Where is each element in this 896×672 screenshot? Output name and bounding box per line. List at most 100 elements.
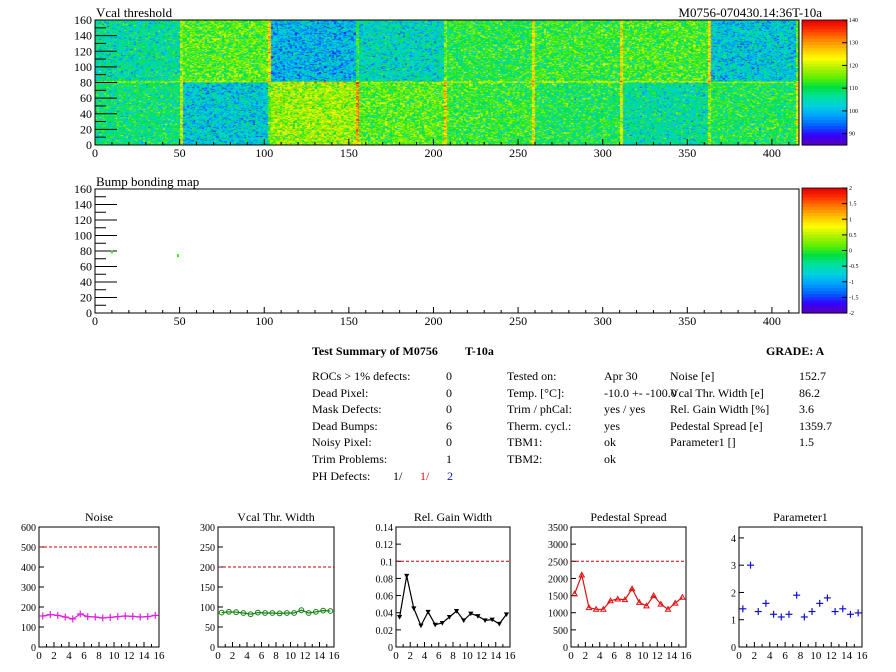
bump-map-y-tick-label: 120 [74,213,92,227]
plot-pedestal-spread-x-tick-label: 2 [583,650,589,662]
summary-test: T-10a [465,344,494,358]
plot-parameter1-frame [738,526,863,648]
plot-parameter1-x-tick-label: 0 [736,650,742,662]
plot-parameter1-x-tick-label: 4 [767,650,773,662]
plot-rel-gain-width-point [503,612,510,618]
vcal-map-x-tick-label: 100 [255,146,273,160]
bump-map-colorbar-cell [802,269,847,273]
plot-rel-gain-width-point [404,573,410,579]
plot-vcal-thr-width-x-tick-label: 6 [259,650,265,662]
vcal-map-colorbar-cell [802,135,847,140]
vcal-map-y-tick-label: 100 [74,60,92,74]
plot-rel-gain-width-point [468,611,474,617]
condition-value: yes [604,418,620,433]
vcal-map-colorbar-cell [802,45,847,49]
vcal-map-colorbar-label: 140 [849,18,858,24]
vcal-map-frame [94,19,800,146]
plot-vcal-thr-width-point [327,608,334,614]
grade: GRADE: A [766,344,825,358]
ph-defects-label: PH Defects: [312,469,371,483]
vcal-map-colorbar-cell [802,73,847,77]
ph-defects-value-1: 1/ [393,469,403,483]
condition-value: yes / yes [604,402,646,417]
ph-defects-value-2: 1/ [420,469,430,483]
vcal-map-colorbar-label: 130 [849,41,858,47]
vcal-map-colorbar-cell [802,51,847,55]
bump-map-colorbar-cell [802,259,847,264]
plot-rel-gain-width-point [439,621,445,626]
plot-rel-gain-width-y-tick-label: 0.1 [381,557,394,568]
bump-map-colorbar-cell [802,203,847,208]
plot-parameter1-x-tick-label: 8 [798,650,804,662]
bump-map-colorbar-label: -0.5 [849,264,859,270]
bump-map-colorbar-cell [802,197,847,202]
vcal-map-colorbar-cell [802,116,847,121]
vcal-map-x-tick-label: 300 [594,146,612,160]
plot-rel-gain-width-point [489,617,495,623]
plot-pedestal-spread-point [614,595,622,602]
bump-map-x-tick-label: 150 [340,314,358,328]
plot-parameter1-y-tick-label: 1 [731,616,736,627]
defect-value: 0 [446,435,452,450]
bump-map-frame [94,188,800,314]
vcal-map-colorbar-cell [802,91,847,96]
vcal-map-colorbar-cell [802,85,847,90]
plot-rel-gain-width-point [475,614,481,619]
plot-vcal-thr-width-point [233,609,240,616]
vcal-map-colorbar-cell [802,138,847,143]
plot-noise-y-tick-label: 400 [21,563,36,574]
vcal-map-colorbar-cell [802,54,847,59]
vcal-map-y-tick-label: 0 [86,138,92,152]
plot-rel-gain-width-point [432,622,438,628]
bump-map-colorbar-cell [802,284,847,289]
vcal-map-colorbar-cell [802,38,847,43]
bump-map-y-tick-label: 160 [74,182,92,196]
condition-value: ok [604,435,616,450]
bump-map-colorbar-label: 0.5 [849,233,857,239]
plot-pedestal-spread-y-tick-label: 0 [563,643,568,654]
result-label: Parameter1 [] [670,435,736,450]
ph-defects-value-3: 2 [447,469,453,483]
condition-label: TBM1: [507,435,543,450]
plot-noise-x-tick-label: 10 [109,650,121,662]
vcal-map-colorbar-cell [802,48,847,52]
bump-map-colorbar-cell [802,281,847,286]
plot-parameter1-x-tick-label: 16 [857,650,869,662]
bump-map-colorbar-cell [802,213,847,217]
bump-map-colorbar-cell [802,194,847,198]
plot-noise-x-tick-label: 14 [139,650,151,662]
result-value: 152.7 [799,369,826,383]
vcal-map-colorbar-cell [802,76,847,80]
bump-map-colorbar-cell [802,303,847,308]
bump-map-colorbar-cell [802,244,847,248]
plot-vcal-thr-width-point [298,607,305,614]
plot-pedestal-spread-x-tick-label: 6 [611,650,617,662]
vcal-map-colorbar-cell [802,70,847,74]
plot-vcal-thr-width-point [254,609,261,616]
bump-map-colorbar-label: 2 [849,186,852,192]
defect-label: Dead Pixel: [312,385,369,400]
plot-rel-gain-width-x-tick-label: 0 [393,650,399,662]
vcal-map-colorbar-label: 90 [849,132,855,138]
vcal-map-colorbar-cell [802,29,847,34]
plot-pedestal-spread-x-tick-label: 12 [652,650,663,662]
vcal-map-colorbar-cell [802,110,847,115]
result-value: 1.5 [799,435,814,450]
bump-map-colorbar-cell [802,309,847,314]
result-label: Noise [e] [670,369,715,383]
bump-map-colorbar-cell [802,200,847,205]
vcal-map-x-tick-label: 350 [678,146,696,160]
plot-vcal-thr-width-x-tick-label: 2 [230,650,236,662]
bump-map-colorbar-cell [802,225,847,230]
plot-pedestal-spread-point [607,597,614,604]
plot-pedestal-spread-point [671,599,679,606]
bump-map-y-tick-label: 80 [80,244,92,258]
bump-map-colorbar-cell [802,222,847,227]
bump-map-colorbar-cell [802,250,847,255]
plot-parameter1-x-tick-label: 10 [810,650,822,662]
defect-label: Noisy Pixel: [312,435,372,450]
plot-noise-x-tick-label: 8 [96,650,102,662]
vcal-map-y-tick-label: 60 [80,91,92,105]
condition-label: Temp. [°C]: [507,385,565,400]
